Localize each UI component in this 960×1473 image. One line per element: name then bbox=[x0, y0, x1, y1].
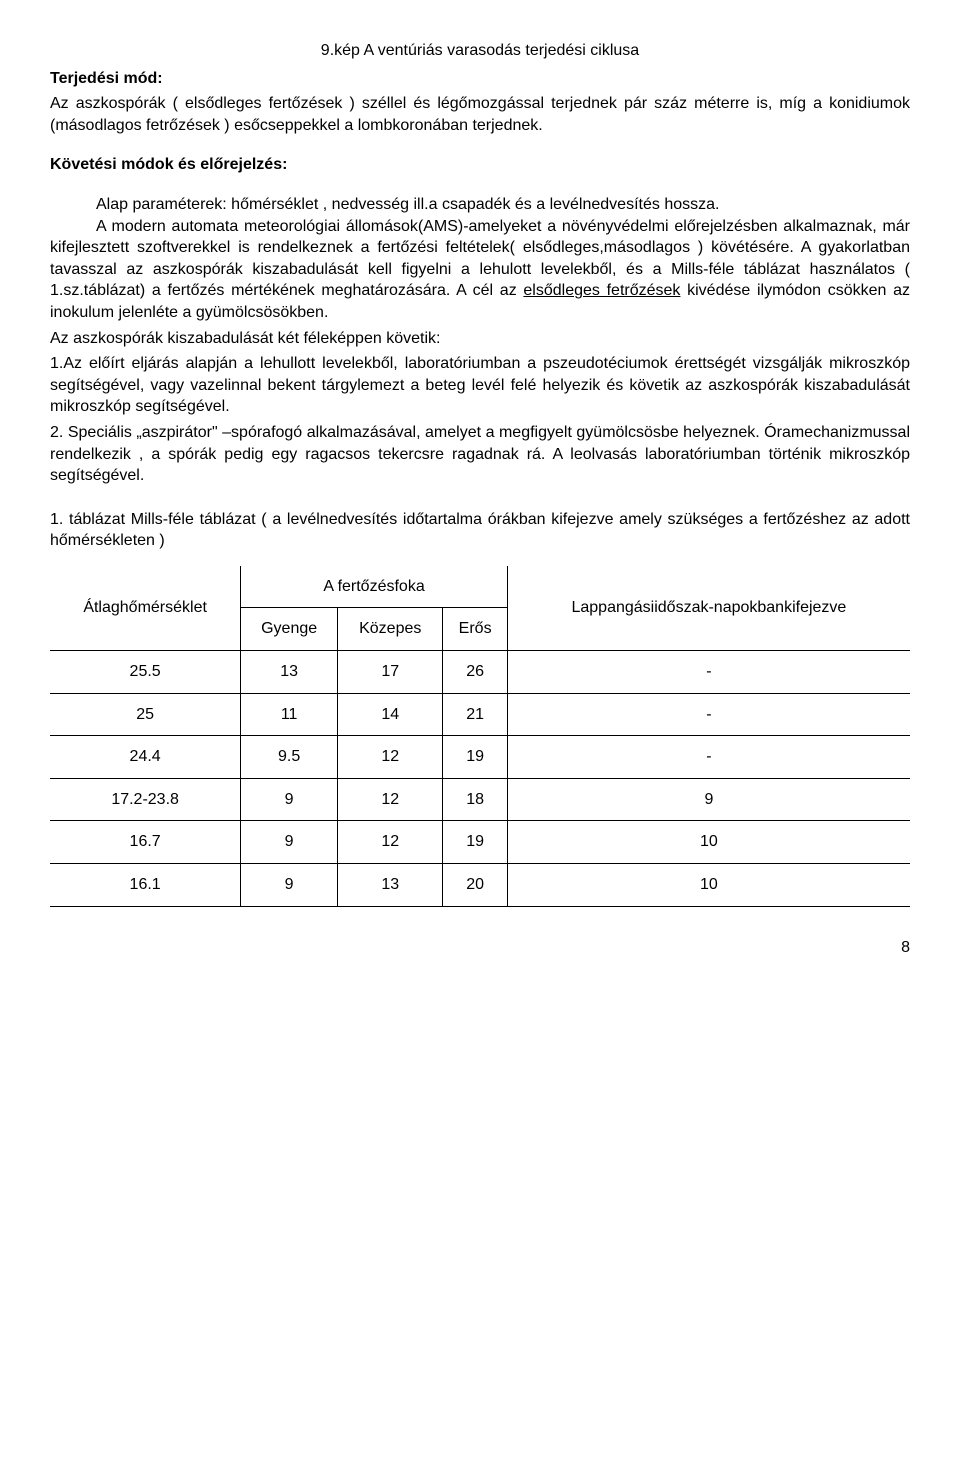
cell: 12 bbox=[338, 778, 443, 821]
cell: 9 bbox=[241, 778, 338, 821]
table-row: 25.5 13 17 26 - bbox=[50, 651, 910, 694]
table-row: 24.4 9.5 12 19 - bbox=[50, 736, 910, 779]
cell: 25 bbox=[50, 693, 241, 736]
heading-tracking: Követési módok és előrejelzés: bbox=[50, 154, 910, 176]
cell: 9 bbox=[241, 821, 338, 864]
table-caption: 1. táblázat Mills-féle táblázat ( a levé… bbox=[50, 509, 910, 552]
paragraph-params: Alap paraméterek: hőmérséklet , nedvessé… bbox=[50, 194, 910, 216]
col-header-medium: Közepes bbox=[338, 608, 443, 651]
cell: 13 bbox=[241, 651, 338, 694]
col-header-temp: Átlaghőmérséklet bbox=[50, 566, 241, 651]
cell: 10 bbox=[507, 864, 910, 907]
col-header-weak: Gyenge bbox=[241, 608, 338, 651]
cell: 12 bbox=[338, 821, 443, 864]
cell: 25.5 bbox=[50, 651, 241, 694]
figure-caption: 9.kép A ventúriás varasodás terjedési ci… bbox=[50, 40, 910, 62]
mills-table: Átlaghőmérséklet A fertőzésfoka Lappangá… bbox=[50, 566, 910, 907]
col-header-strong: Erős bbox=[443, 608, 507, 651]
heading-spread-mode: Terjedési mód: bbox=[50, 68, 910, 90]
cell: 26 bbox=[443, 651, 507, 694]
cell: 20 bbox=[443, 864, 507, 907]
table-row: 16.1 9 13 20 10 bbox=[50, 864, 910, 907]
page-number: 8 bbox=[50, 937, 910, 959]
cell: - bbox=[507, 693, 910, 736]
paragraph-ams: A modern automata meteorológiai állomáso… bbox=[50, 216, 910, 324]
table-row: 25 11 14 21 - bbox=[50, 693, 910, 736]
cell: 21 bbox=[443, 693, 507, 736]
cell: 11 bbox=[241, 693, 338, 736]
paragraph-method-2: 2. Speciális „aszpirátor" –spórafogó alk… bbox=[50, 422, 910, 487]
cell: 19 bbox=[443, 736, 507, 779]
cell: - bbox=[507, 736, 910, 779]
table-row: 17.2-23.8 9 12 18 9 bbox=[50, 778, 910, 821]
table-row: 16.7 9 12 19 10 bbox=[50, 821, 910, 864]
cell: 18 bbox=[443, 778, 507, 821]
col-header-infection-group: A fertőzésfoka bbox=[241, 566, 508, 608]
cell: 10 bbox=[507, 821, 910, 864]
cell: 16.7 bbox=[50, 821, 241, 864]
cell: 24.4 bbox=[50, 736, 241, 779]
cell: 17.2-23.8 bbox=[50, 778, 241, 821]
cell: 13 bbox=[338, 864, 443, 907]
paragraph-methods-intro: Az aszkospórák kiszabadulását két féleké… bbox=[50, 328, 910, 350]
paragraph-spread: Az aszkospórák ( elsődleges fertőzések )… bbox=[50, 93, 910, 136]
cell: 12 bbox=[338, 736, 443, 779]
cell: 17 bbox=[338, 651, 443, 694]
col-header-latent: Lappangásiidőszak-napokbankifejezve bbox=[507, 566, 910, 651]
paragraph-ams-underlined: elsődleges fetrőzések bbox=[523, 282, 680, 299]
cell: - bbox=[507, 651, 910, 694]
paragraph-params-text: Alap paraméterek: hőmérséklet , nedvessé… bbox=[96, 196, 719, 213]
cell: 16.1 bbox=[50, 864, 241, 907]
paragraph-method-1: 1.Az előírt eljárás alapján a lehullott … bbox=[50, 353, 910, 418]
cell: 14 bbox=[338, 693, 443, 736]
cell: 9 bbox=[241, 864, 338, 907]
cell: 19 bbox=[443, 821, 507, 864]
cell: 9.5 bbox=[241, 736, 338, 779]
cell: 9 bbox=[507, 778, 910, 821]
